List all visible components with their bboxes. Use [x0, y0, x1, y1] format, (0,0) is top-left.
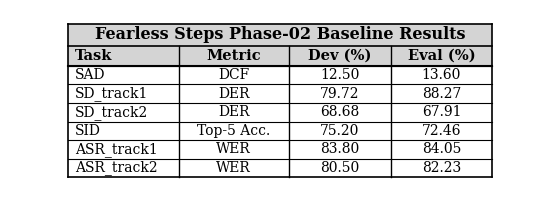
Text: ASR_track2: ASR_track2	[75, 160, 158, 175]
Bar	[68, 140, 492, 159]
Bar	[68, 66, 492, 85]
Text: DCF: DCF	[218, 68, 249, 82]
Text: 88.27: 88.27	[422, 87, 461, 101]
Bar	[68, 24, 492, 46]
Text: Metric: Metric	[206, 49, 261, 63]
Text: 12.50: 12.50	[320, 68, 359, 82]
Text: 82.23: 82.23	[422, 161, 461, 175]
Text: DER: DER	[218, 87, 249, 101]
Text: SAD: SAD	[75, 68, 105, 82]
Text: 80.50: 80.50	[320, 161, 359, 175]
Text: 13.60: 13.60	[422, 68, 461, 82]
Bar	[68, 122, 492, 140]
Text: ASR_track1: ASR_track1	[75, 142, 158, 157]
Bar	[68, 85, 492, 103]
Text: SID: SID	[75, 124, 101, 138]
Bar	[68, 46, 492, 66]
Text: Top-5 Acc.: Top-5 Acc.	[197, 124, 270, 138]
Text: Eval (%): Eval (%)	[408, 49, 475, 63]
Text: 84.05: 84.05	[422, 142, 461, 156]
Text: Fearless Steps Phase-02 Baseline Results: Fearless Steps Phase-02 Baseline Results	[95, 26, 465, 43]
Bar	[68, 103, 492, 122]
Text: Dev (%): Dev (%)	[308, 49, 371, 63]
Text: 83.80: 83.80	[320, 142, 359, 156]
Text: SD_track1: SD_track1	[75, 86, 148, 101]
Text: SD_track2: SD_track2	[75, 105, 148, 120]
Text: 75.20: 75.20	[320, 124, 359, 138]
Text: 68.68: 68.68	[320, 105, 359, 119]
Bar	[68, 159, 492, 177]
Text: Task: Task	[75, 49, 112, 63]
Text: WER: WER	[216, 142, 251, 156]
Text: 67.91: 67.91	[422, 105, 461, 119]
Text: 79.72: 79.72	[320, 87, 359, 101]
Text: 72.46: 72.46	[422, 124, 461, 138]
Text: DER: DER	[218, 105, 249, 119]
Text: WER: WER	[216, 161, 251, 175]
